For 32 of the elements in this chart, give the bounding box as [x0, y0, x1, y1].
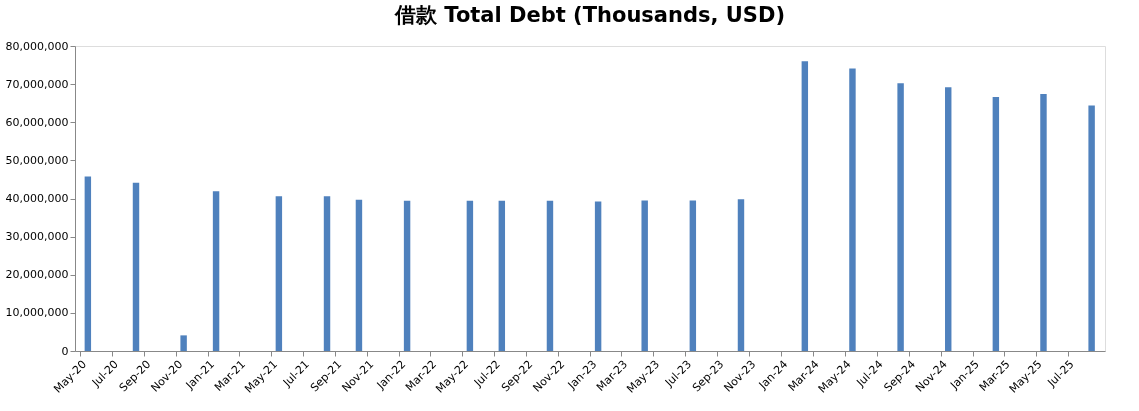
y-tick-label: 80,000,000 — [5, 39, 69, 53]
bar — [641, 200, 648, 351]
y-tick-label: 10,000,000 — [5, 306, 69, 320]
y-tick-label: 70,000,000 — [5, 77, 69, 91]
bar — [849, 68, 856, 351]
bar — [801, 61, 809, 351]
bar — [180, 335, 187, 351]
bar — [275, 196, 283, 351]
bar — [466, 200, 474, 351]
y-tick-label: 50,000,000 — [5, 153, 69, 167]
bar — [594, 201, 602, 351]
bar — [992, 97, 1000, 351]
bar — [355, 199, 363, 351]
y-tick-label: 20,000,000 — [5, 268, 69, 282]
y-tick-label: 30,000,000 — [5, 230, 69, 244]
y-tick-label: 40,000,000 — [5, 192, 69, 205]
bar — [737, 199, 745, 351]
bar — [403, 200, 411, 351]
bar — [1040, 94, 1047, 351]
bar — [689, 200, 697, 351]
bar — [1088, 105, 1095, 351]
chart-title: 借款 Total Debt (Thousands, USD) — [394, 3, 785, 27]
bar — [132, 182, 140, 351]
bar — [498, 200, 506, 351]
bar — [945, 87, 952, 351]
bar — [323, 196, 331, 351]
y-tick-label: 0 — [61, 344, 69, 358]
bar — [897, 83, 904, 351]
bar — [546, 200, 554, 351]
bar — [212, 191, 220, 351]
y-tick-label: 60,000,000 — [5, 115, 69, 129]
bar — [84, 176, 92, 351]
